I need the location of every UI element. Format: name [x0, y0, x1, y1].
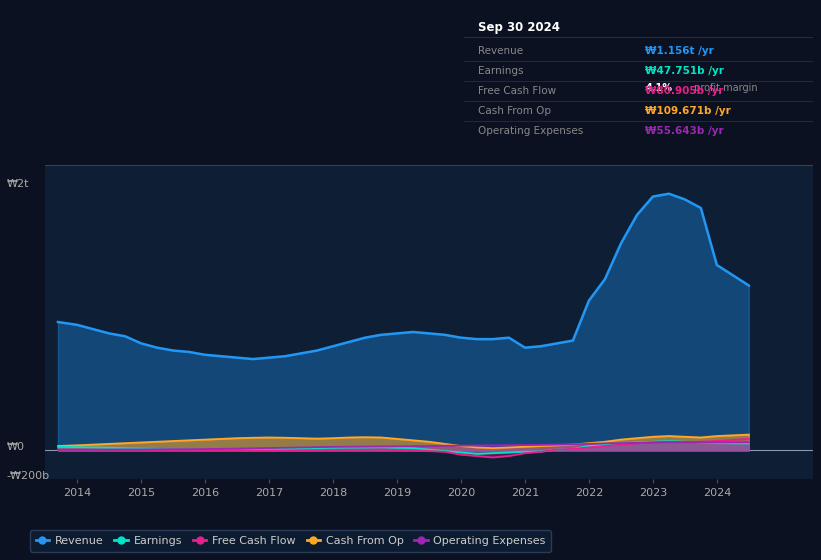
Text: Earnings: Earnings	[478, 66, 523, 76]
Text: -₩200b: -₩200b	[7, 471, 50, 481]
Text: 4.1%: 4.1%	[645, 83, 672, 94]
Legend: Revenue, Earnings, Free Cash Flow, Cash From Op, Operating Expenses: Revenue, Earnings, Free Cash Flow, Cash …	[30, 530, 552, 552]
Text: Revenue: Revenue	[478, 46, 523, 56]
Text: Free Cash Flow: Free Cash Flow	[478, 86, 556, 96]
Text: ₩80.905b /yr: ₩80.905b /yr	[645, 86, 723, 96]
Text: Operating Expenses: Operating Expenses	[478, 126, 583, 136]
Text: ₩47.751b /yr: ₩47.751b /yr	[645, 66, 724, 76]
Text: profit margin: profit margin	[690, 83, 757, 94]
Text: Cash From Op: Cash From Op	[478, 106, 551, 116]
Text: Sep 30 2024: Sep 30 2024	[478, 21, 560, 34]
Text: ₩109.671b /yr: ₩109.671b /yr	[645, 106, 731, 116]
Text: ₩2t: ₩2t	[7, 179, 29, 189]
Text: ₩55.643b /yr: ₩55.643b /yr	[645, 126, 724, 136]
Text: ₩0: ₩0	[7, 442, 25, 452]
Text: ₩1.156t /yr: ₩1.156t /yr	[645, 46, 714, 56]
